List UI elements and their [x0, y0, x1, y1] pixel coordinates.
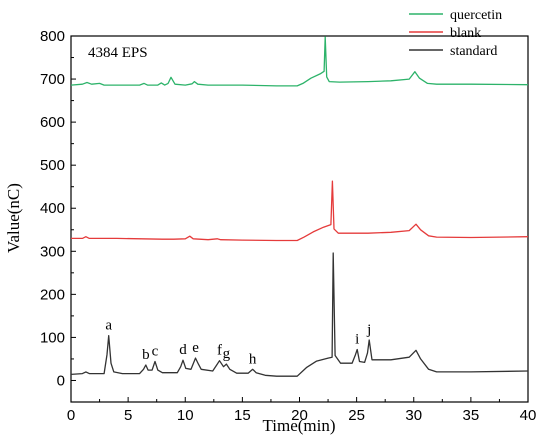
series-line-quercetin — [70, 36, 529, 87]
x-tick-label: 30 — [405, 407, 422, 424]
y-axis-label: Value(nC) — [4, 183, 23, 253]
y-tick-label: 500 — [40, 157, 65, 174]
peak-label-c: c — [152, 344, 159, 360]
legend-label-quercetin: quercetin — [450, 8, 502, 23]
x-axis-label: Time(min) — [262, 416, 335, 435]
peak-label-e: e — [192, 340, 199, 356]
legend-label-standard: standard — [450, 44, 497, 59]
x-tick-label: 10 — [177, 407, 194, 424]
y-tick-label: 0 — [57, 372, 65, 389]
y-tick-label: 800 — [40, 28, 65, 45]
y-tick-label: 700 — [40, 71, 65, 88]
peak-label-h: h — [249, 351, 257, 367]
y-tick-label: 100 — [40, 329, 65, 346]
y-tick-label: 600 — [40, 114, 65, 131]
x-tick-label: 15 — [234, 407, 251, 424]
chart-annotation: 4384 EPS — [88, 45, 148, 61]
peak-label-b: b — [142, 347, 150, 363]
plot-frame — [70, 35, 529, 403]
x-axis-ticks: 0 5 10 15 20 25 30 35 40 — [67, 397, 537, 424]
legend-label-blank: blank — [450, 26, 481, 41]
x-tick-label: 35 — [463, 407, 480, 424]
y-tick-label: 200 — [40, 286, 65, 303]
series-line-standard — [70, 252, 529, 377]
peak-label-g: g — [223, 346, 231, 362]
x-tick-label: 25 — [348, 407, 365, 424]
peak-label-f: f — [217, 343, 222, 359]
series-line-blank — [71, 180, 529, 242]
y-tick-label: 400 — [40, 200, 65, 217]
y-tick-label: 300 — [40, 243, 65, 260]
y-axis-ticks: 0 100 200 300 400 500 600 700 800 — [40, 28, 76, 389]
x-tick-label: 5 — [124, 407, 132, 424]
peak-label-a: a — [105, 318, 112, 334]
x-tick-label: 40 — [520, 407, 537, 424]
x-tick-label: 20 — [291, 407, 308, 424]
series-layer — [70, 36, 529, 377]
peak-labels: a b c d e f g h ij — [105, 318, 371, 368]
peak-label-j: j — [366, 322, 371, 338]
x-tick-label: 0 — [67, 407, 75, 424]
plot-area-border — [70, 35, 529, 403]
peak-label-d: d — [179, 342, 187, 358]
peak-label-i: i — [355, 331, 359, 347]
legend: quercetin blank standard — [409, 8, 502, 59]
